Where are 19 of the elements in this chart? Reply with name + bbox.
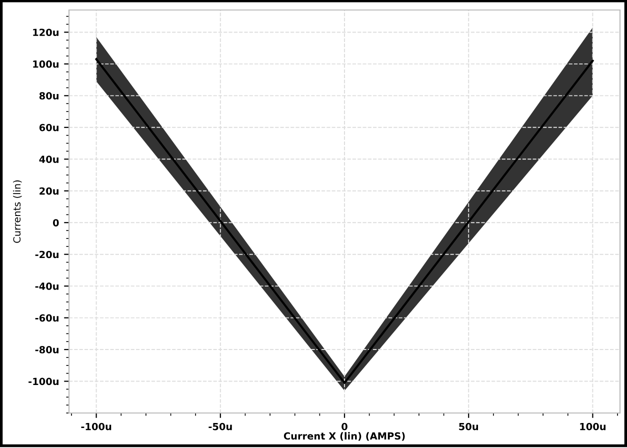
x-axis-title: Current X (lin) (AMPS): [284, 432, 405, 441]
y-tick-label: 60u: [39, 124, 58, 132]
y-tick-label: -100u: [28, 378, 58, 386]
y-tick-label: 80u: [39, 92, 58, 100]
y-axis-title: Currents (lin): [13, 180, 22, 243]
y-tick-label: -80u: [35, 346, 58, 354]
y-tick-label: -60u: [35, 314, 58, 322]
x-tick-label: 0: [342, 422, 348, 430]
y-tick-label: -20u: [35, 250, 58, 258]
x-tick-label: -100u: [81, 422, 112, 430]
y-tick-label: 40u: [39, 156, 58, 163]
x-tick-label: 50u: [459, 422, 478, 430]
y-tick-label: 20u: [40, 187, 58, 195]
y-tick-label: 100u: [33, 60, 58, 68]
y-tick-label: -40u: [35, 282, 58, 290]
x-tick-label: 100u: [580, 422, 606, 430]
y-tick-label: 120u: [33, 28, 58, 36]
y-tick-label: 0: [52, 219, 59, 226]
x-tick-label: -50u: [208, 422, 232, 430]
